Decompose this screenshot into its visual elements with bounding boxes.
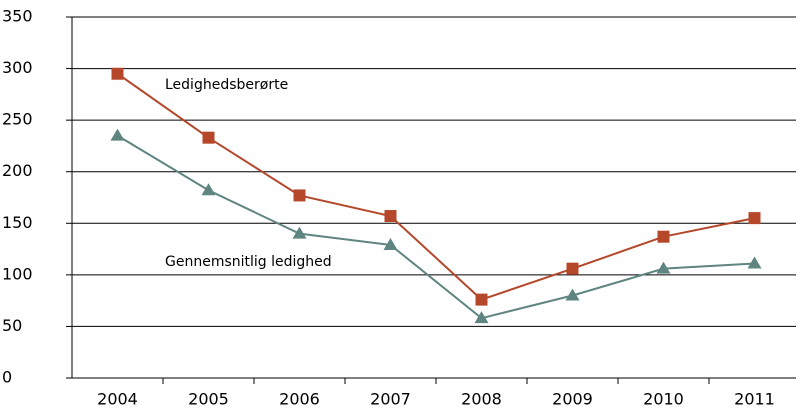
x-tick-label: 2006 bbox=[279, 390, 320, 409]
marker bbox=[748, 212, 761, 225]
marker bbox=[747, 256, 762, 269]
x-tick-label: 2009 bbox=[552, 390, 593, 409]
y-tick-label: 150 bbox=[2, 213, 33, 232]
y-tick-label: 200 bbox=[2, 161, 33, 180]
marker bbox=[384, 210, 397, 223]
marker bbox=[474, 311, 489, 324]
x-tick-label: 2010 bbox=[643, 390, 684, 409]
y-tick-label: 50 bbox=[2, 316, 22, 335]
y-tick-label: 0 bbox=[2, 368, 12, 387]
marker bbox=[293, 189, 306, 202]
series-line bbox=[116, 134, 755, 320]
marker bbox=[201, 183, 216, 196]
x-tick-label: 2007 bbox=[370, 390, 411, 409]
y-tick-label: 300 bbox=[2, 58, 33, 77]
y-tick-label: 250 bbox=[2, 110, 33, 129]
series-line bbox=[116, 72, 755, 301]
series-label: Ledighedsberørte bbox=[165, 77, 288, 93]
marker bbox=[111, 67, 124, 80]
marker bbox=[565, 288, 580, 301]
series-label: Gennemsnitlig ledighed bbox=[165, 254, 332, 270]
x-tick-label: 2011 bbox=[734, 390, 775, 409]
marker bbox=[566, 262, 579, 275]
marker bbox=[657, 230, 670, 243]
x-tick-label: 2008 bbox=[461, 390, 502, 409]
x-tick-label: 2004 bbox=[97, 390, 138, 409]
marker bbox=[202, 131, 215, 144]
marker bbox=[475, 293, 488, 306]
marker bbox=[383, 237, 398, 250]
y-tick-label: 350 bbox=[2, 7, 33, 26]
x-tick-label: 2005 bbox=[188, 390, 229, 409]
y-tick-label: 100 bbox=[2, 264, 33, 283]
marker bbox=[292, 226, 307, 239]
marker bbox=[110, 128, 125, 141]
marker bbox=[656, 261, 671, 274]
